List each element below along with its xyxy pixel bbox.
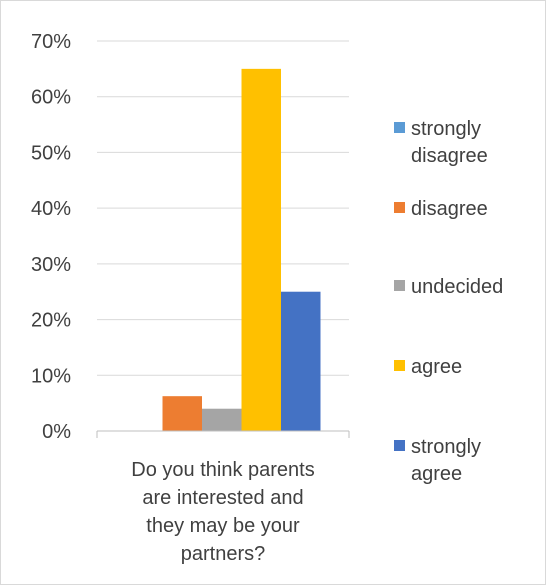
bar-disagree xyxy=(162,396,202,431)
legend-swatch-strongly-agree xyxy=(394,440,405,451)
legend-label-agree: agree xyxy=(411,356,462,378)
legend-swatch-agree xyxy=(394,360,405,371)
legend-swatch-undecided xyxy=(394,280,405,291)
category-label-line: are interested and xyxy=(142,487,303,509)
y-tick-label: 0% xyxy=(42,421,71,443)
legend-label-line: disagree xyxy=(411,198,488,220)
legend-label-disagree: disagree xyxy=(411,198,488,220)
bar-undecided xyxy=(202,408,242,431)
legend-label-line: agree xyxy=(411,356,462,378)
y-tick-label: 20% xyxy=(31,310,71,332)
bars xyxy=(162,68,321,431)
y-tick-label: 50% xyxy=(31,142,71,164)
bar-agree xyxy=(241,68,281,431)
y-tick-label: 40% xyxy=(31,198,71,220)
legend-label-line: agree xyxy=(411,463,462,485)
y-axis-tick-labels: 0% 10% 20% 30% 40% 50% 60% 70% xyxy=(31,31,71,443)
legend-label-strongly-disagree: strongly disagree xyxy=(411,118,488,167)
legend: strongly disagreedisagreeundecidedagreest… xyxy=(394,118,503,485)
legend-label-line: strongly xyxy=(411,436,481,458)
category-label-line: they may be your xyxy=(146,515,300,537)
y-tick-label: 30% xyxy=(31,254,71,276)
y-tick-label: 70% xyxy=(31,31,71,53)
bar-strongly-agree xyxy=(281,291,321,431)
legend-label-line: undecided xyxy=(411,276,503,298)
x-axis xyxy=(96,430,350,438)
legend-label-strongly-agree: strongly agree xyxy=(411,436,481,485)
category-label-text: Do you think parents are interested and th… xyxy=(131,459,314,565)
legend-label-line: disagree xyxy=(411,145,488,167)
legend-label-line: strongly xyxy=(411,118,481,140)
category-label-line: partners? xyxy=(181,543,266,565)
legend-swatch-disagree xyxy=(394,202,405,213)
y-tick-label: 10% xyxy=(31,365,71,387)
y-tick-label: 60% xyxy=(31,87,71,109)
legend-label-undecided: undecided xyxy=(411,276,503,298)
gridlines xyxy=(97,40,349,376)
category-label-line: Do you think parents xyxy=(131,459,314,481)
legend-swatch-strongly-disagree xyxy=(394,122,405,133)
category-label: Do you think parents are interested and th… xyxy=(131,459,314,565)
